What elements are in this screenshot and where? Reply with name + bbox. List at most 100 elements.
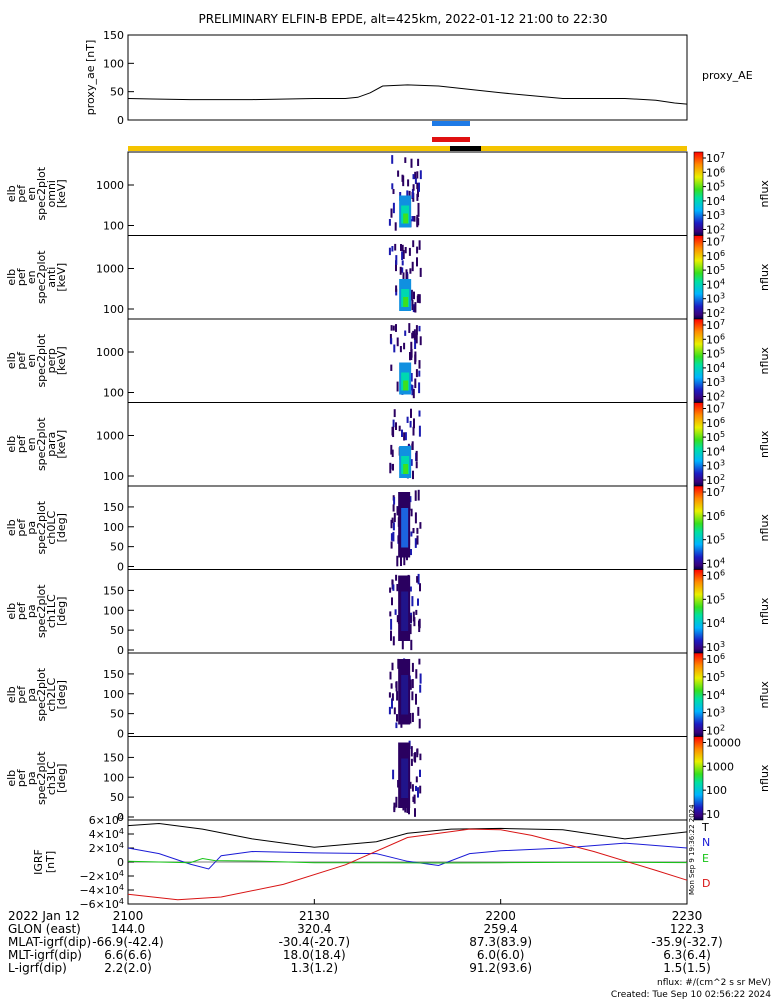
igrf-ylabel-part: IGRF: [32, 849, 45, 875]
orbit-row-value: 320.4: [297, 922, 331, 936]
flux-pixel: [419, 336, 422, 346]
flux-pixel: [393, 802, 396, 811]
orbit-row-value: 6.6(6.6): [104, 948, 152, 962]
flux-pixel: [412, 528, 415, 534]
igrf-legend-E: E: [702, 852, 709, 865]
colorbar-tick-label: 107: [706, 402, 725, 416]
flux-core-cell: [403, 213, 409, 224]
ae-ylabel: proxy_ae [nT]: [84, 40, 97, 115]
colorbar: [693, 402, 704, 487]
flux-pixel: [411, 662, 414, 672]
igrf-ytick-label: 6×104: [89, 813, 124, 827]
orbit-row-label: MLAT-igrf(dip): [8, 935, 91, 949]
flux-pixel: [414, 338, 417, 350]
flux-pixel: [411, 596, 414, 607]
panel-ylabel-part: [deg]: [55, 680, 68, 709]
ae-frame: [127, 34, 688, 121]
flux-pixel: [404, 803, 407, 813]
colorbar-tick-label: 105: [706, 347, 725, 361]
flux-pixel: [399, 346, 402, 353]
colorbar: [693, 569, 704, 654]
flux-pixel: [401, 429, 403, 437]
flux-pixel: [418, 658, 421, 665]
panel-ylabel-part: spec2plot: [35, 166, 48, 220]
panel-ylabel-part: [deg]: [55, 764, 68, 793]
flux-pixel: [416, 214, 419, 226]
panel-ytick-label: 100: [103, 604, 124, 617]
flux-pixel: [404, 157, 407, 163]
igrf-line-E: [127, 857, 688, 864]
colorbar: [693, 736, 704, 821]
flux-pixel: [410, 158, 413, 168]
flux-pixel: [394, 222, 397, 231]
colorbar-label: nflux: [758, 347, 771, 375]
flux-pixel: [416, 257, 418, 267]
panel-ylabel-part: en: [25, 354, 38, 368]
flux-pixel: [415, 693, 417, 705]
flux-pixel: [416, 246, 419, 254]
flux-pixel: [416, 171, 419, 179]
flux-pixel: [409, 713, 412, 724]
orbit-row-value: 6.3(6.4): [663, 948, 711, 962]
panel-ylabel-part: elb: [5, 269, 18, 286]
colorbar-tick-label: 103: [706, 459, 725, 473]
panel-ylabel-part: para: [45, 432, 58, 457]
flux-pixel: [409, 586, 412, 592]
flux-pixel: [409, 496, 412, 503]
flux-pixel: [419, 684, 422, 693]
flux-pixel: [409, 420, 412, 428]
flux-pixel: [418, 410, 421, 417]
flux-pixel: [418, 360, 421, 369]
colorbar-tick-label: 103: [706, 706, 725, 720]
flux-core-cell: [401, 758, 409, 798]
colorbar-tick-label: 10000: [706, 737, 741, 750]
flux-pixel: [402, 272, 405, 284]
flux-pixel: [417, 158, 420, 166]
flux-pixel: [396, 337, 399, 347]
panel-ytick-label: 150: [103, 584, 124, 597]
panel-ylabel-part: pa: [25, 521, 38, 535]
orbit-row-value: 259.4: [483, 922, 517, 936]
flux-pixel: [394, 609, 397, 615]
flux-pixel: [413, 418, 415, 429]
flux-pixel: [396, 615, 399, 623]
flux-pixel: [391, 693, 394, 701]
panel-ytick-label: 50: [110, 541, 124, 554]
flux-pixel: [419, 522, 422, 529]
igrf-ytick-label: −2×104: [79, 869, 124, 883]
colorbar-label: nflux: [758, 681, 771, 709]
flux-pixel: [390, 541, 393, 549]
colorbar-tick-label: 105: [706, 670, 725, 684]
panel-ylabel-part: elb: [5, 519, 18, 536]
flux-pixel: [392, 531, 395, 542]
orbit-row-value: 1.5(1.5): [663, 961, 711, 975]
flux-pixel: [418, 325, 421, 332]
flux-pixel: [391, 426, 394, 436]
flux-pixel: [419, 673, 422, 684]
flux-pixel: [413, 617, 416, 627]
flux-pixel: [416, 182, 419, 190]
flux-pixel: [408, 190, 411, 199]
flux-pixel: [396, 691, 399, 701]
flux-pixel: [395, 324, 397, 332]
panel-ytick-label: 50: [110, 624, 124, 637]
colorbar-tick-label: 10: [706, 808, 720, 821]
colorbar-tick-label: 106: [706, 165, 725, 179]
colorbar-tick-label: 100: [706, 784, 727, 797]
flux-core: [399, 195, 412, 228]
flux-pixel: [392, 522, 395, 531]
panel-ylabel-part: pef: [15, 601, 28, 620]
igrf-line-N: [127, 842, 688, 870]
conjunction-bars: [128, 121, 687, 151]
panel-ytick-label: 100: [103, 470, 124, 483]
flux-pixel: [392, 325, 395, 331]
colorbar-tick-label: 104: [706, 444, 725, 458]
igrf-legend-D: D: [702, 877, 710, 890]
flux-pixel: [415, 369, 418, 378]
panel-ylabel-part: elb: [5, 185, 18, 202]
igrf-panel: 6×1044×1042×1040−2×104−4×104−6×104TNEDIG…: [32, 813, 710, 911]
flux-pixel: [390, 630, 392, 641]
flux-pixel: [390, 533, 393, 541]
